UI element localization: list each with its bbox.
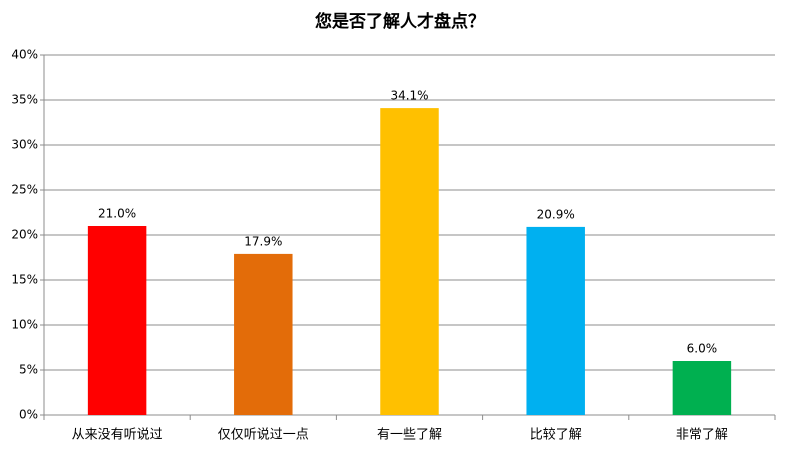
x-tick-label: 非常了解 [676, 428, 728, 443]
bar [526, 226, 585, 415]
bar [234, 253, 293, 415]
y-tick-label: 30% [11, 138, 38, 152]
value-label: 6.0% [687, 342, 718, 356]
chart-title: 您是否了解人才盘点？ [315, 11, 485, 32]
y-tick-label: 0% [19, 408, 38, 422]
y-tick-label: 10% [11, 318, 38, 332]
bar [380, 108, 439, 415]
y-tick-label: 35% [11, 93, 38, 107]
bar [672, 361, 732, 415]
x-tick-label: 从来没有听说过 [72, 428, 163, 443]
value-label: 20.9% [537, 207, 575, 221]
value-label: 17.9% [244, 234, 282, 248]
bar [87, 226, 147, 415]
y-tick-label: 25% [11, 183, 38, 197]
x-tick-label: 比较了解 [530, 428, 582, 443]
y-tick-label: 40% [11, 48, 38, 62]
x-tick-label: 仅仅听说过一点 [218, 428, 309, 443]
y-tick-label: 20% [11, 228, 38, 242]
value-label: 21.0% [98, 207, 136, 221]
y-tick-label: 15% [11, 273, 38, 287]
value-label: 34.1% [390, 89, 428, 103]
y-tick-label: 5% [19, 363, 38, 377]
x-tick-label: 有一些了解 [377, 428, 442, 443]
